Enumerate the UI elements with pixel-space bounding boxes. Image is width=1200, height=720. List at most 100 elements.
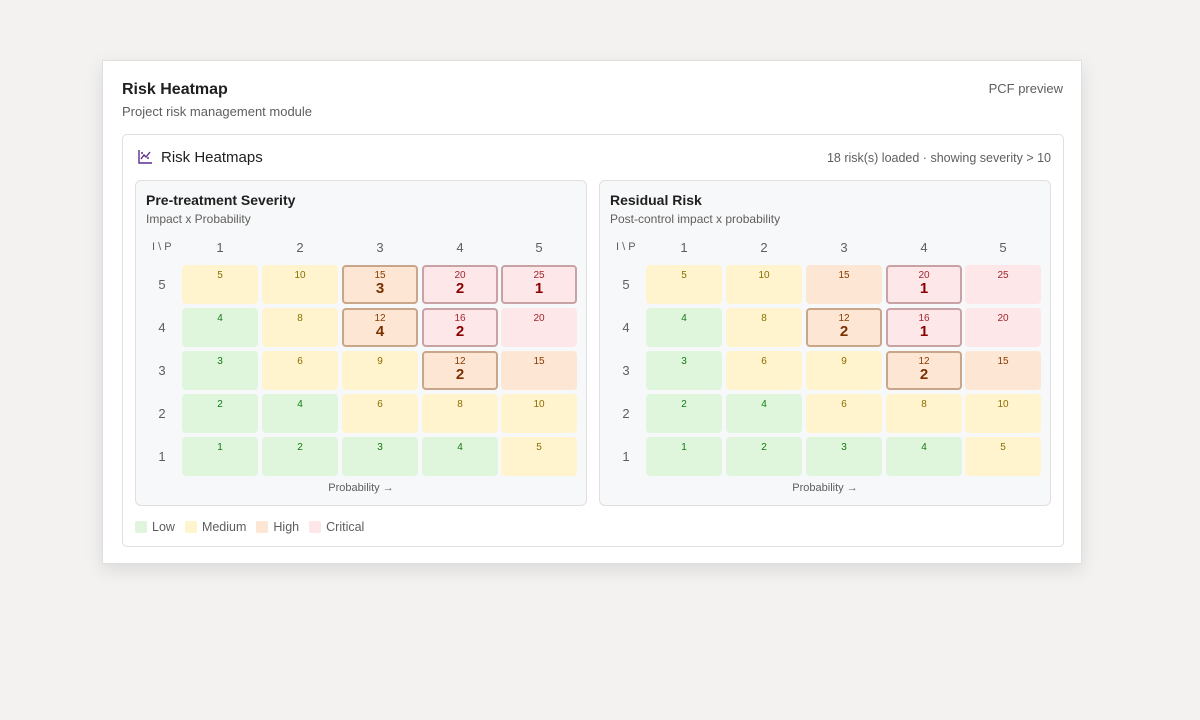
cell-risk-count: 2 (808, 324, 880, 340)
heatmap-cell[interactable]: 10 (501, 394, 577, 433)
heatmap-cell[interactable]: 2 (182, 394, 258, 433)
heatmap-cell[interactable]: 15 (501, 351, 577, 390)
heatmap-cell[interactable]: 4 (726, 394, 802, 433)
heatmap-cell[interactable]: 15 3 (342, 265, 418, 304)
impact-row-header: 4 (156, 320, 168, 335)
legend-item-medium: Medium (185, 520, 246, 534)
panel-title: Risk Heatmaps (161, 149, 263, 166)
heatmap-cell[interactable]: 4 (886, 437, 962, 476)
legend-swatch (309, 521, 321, 533)
heatmap-cell[interactable]: 3 (806, 437, 882, 476)
impact-row-header: 3 (620, 363, 632, 378)
heatmap-cell[interactable]: 6 (342, 394, 418, 433)
heatmap-cell[interactable]: 5 (501, 437, 577, 476)
probability-axis-label: Probability → (136, 482, 586, 494)
heatmap-subtitle: Post-control impact x probability (610, 212, 780, 226)
heatmap-cell[interactable]: 6 (262, 351, 338, 390)
heatmap-cell[interactable]: 1 (646, 437, 722, 476)
cell-risk-count: 2 (424, 324, 496, 340)
page-title: Risk Heatmap (122, 81, 228, 99)
risk-count-status: 18 risk(s) loaded · showing severity > 1… (827, 151, 1051, 165)
heatmap-cell[interactable]: 8 (422, 394, 498, 433)
cell-score: 12 (424, 353, 496, 367)
cell-score: 2 (646, 394, 722, 410)
cell-score: 5 (501, 437, 577, 453)
heatmap-cell[interactable]: 15 (965, 351, 1041, 390)
heatmap-cell[interactable]: 3 (646, 351, 722, 390)
probability-col-header: 3 (342, 240, 418, 255)
heatmap-cell[interactable]: 12 2 (886, 351, 962, 390)
heatmap-cell[interactable]: 8 (886, 394, 962, 433)
heatmap-cell[interactable]: 16 2 (422, 308, 498, 347)
cell-risk-count: 1 (888, 281, 960, 297)
cell-score: 3 (182, 351, 258, 367)
heatmap-cell[interactable]: 9 (342, 351, 418, 390)
cell-score: 3 (806, 437, 882, 453)
cell-score: 4 (182, 308, 258, 324)
heatmap-cell[interactable]: 4 (262, 394, 338, 433)
heatmap-cell[interactable]: 6 (806, 394, 882, 433)
heatmap-subtitle: Impact x Probability (146, 212, 251, 226)
heatmap-cell[interactable]: 10 (262, 265, 338, 304)
heatmap-cell[interactable]: 8 (262, 308, 338, 347)
cell-score: 5 (182, 265, 258, 281)
impact-row-header: 1 (156, 449, 168, 464)
app-card: Risk Heatmap Project risk management mod… (102, 60, 1082, 564)
cell-score: 15 (965, 351, 1041, 367)
heatmap-cell[interactable]: 3 (342, 437, 418, 476)
heatmap-cell[interactable]: 3 (182, 351, 258, 390)
risk-heatmaps-panel: Risk Heatmaps 18 risk(s) loaded · showin… (122, 134, 1064, 547)
cell-score: 8 (262, 308, 338, 324)
heatmap-cell[interactable]: 1 (182, 437, 258, 476)
cell-score: 16 (888, 310, 960, 324)
cell-score: 4 (422, 437, 498, 453)
heatmap-cell[interactable]: 5 (965, 437, 1041, 476)
cell-score: 2 (182, 394, 258, 410)
heatmap-cell[interactable]: 20 2 (422, 265, 498, 304)
heatmap-cell[interactable]: 12 2 (806, 308, 882, 347)
legend-label: Low (152, 520, 175, 534)
probability-col-header: 5 (501, 240, 577, 255)
cell-risk-count: 2 (888, 367, 960, 383)
cell-score: 4 (262, 394, 338, 410)
cell-score: 6 (262, 351, 338, 367)
heatmap-cell[interactable]: 4 (422, 437, 498, 476)
cell-score: 10 (501, 394, 577, 410)
legend-item-low: Low (135, 520, 175, 534)
cell-score: 15 (501, 351, 577, 367)
cell-score: 15 (344, 267, 416, 281)
heatmap-cell[interactable]: 12 4 (342, 308, 418, 347)
heatmap-cell[interactable]: 4 (646, 308, 722, 347)
heatmap-cell[interactable]: 20 (965, 308, 1041, 347)
heatmap-cell[interactable]: 15 (806, 265, 882, 304)
heatmap-cell[interactable]: 2 (646, 394, 722, 433)
impact-row-header: 2 (156, 406, 168, 421)
heatmap-cell[interactable]: 20 (501, 308, 577, 347)
heatmap-cell[interactable]: 20 1 (886, 265, 962, 304)
heatmap-cell[interactable]: 10 (726, 265, 802, 304)
heatmap-cell[interactable]: 10 (965, 394, 1041, 433)
cell-score: 15 (806, 265, 882, 281)
cell-score: 20 (888, 267, 960, 281)
probability-col-header: 4 (886, 240, 962, 255)
heatmap-cell[interactable]: 8 (726, 308, 802, 347)
heatmap-cell[interactable]: 6 (726, 351, 802, 390)
cell-score: 20 (965, 308, 1041, 324)
cell-score: 3 (342, 437, 418, 453)
heatmap-cell[interactable]: 25 1 (501, 265, 577, 304)
heatmap-cell[interactable]: 5 (646, 265, 722, 304)
cell-score: 12 (888, 353, 960, 367)
heatmap-cell[interactable]: 9 (806, 351, 882, 390)
cell-score: 5 (646, 265, 722, 281)
heatmap-cell[interactable]: 25 (965, 265, 1041, 304)
cell-score: 25 (965, 265, 1041, 281)
heatmap-cell[interactable]: 2 (726, 437, 802, 476)
residual-risk-heatmap: Residual Risk Post-control impact x prob… (599, 180, 1051, 506)
probability-col-header: 1 (646, 240, 722, 255)
probability-col-header: 2 (726, 240, 802, 255)
heatmap-cell[interactable]: 12 2 (422, 351, 498, 390)
heatmap-cell[interactable]: 2 (262, 437, 338, 476)
heatmap-cell[interactable]: 4 (182, 308, 258, 347)
heatmap-cell[interactable]: 16 1 (886, 308, 962, 347)
heatmap-cell[interactable]: 5 (182, 265, 258, 304)
